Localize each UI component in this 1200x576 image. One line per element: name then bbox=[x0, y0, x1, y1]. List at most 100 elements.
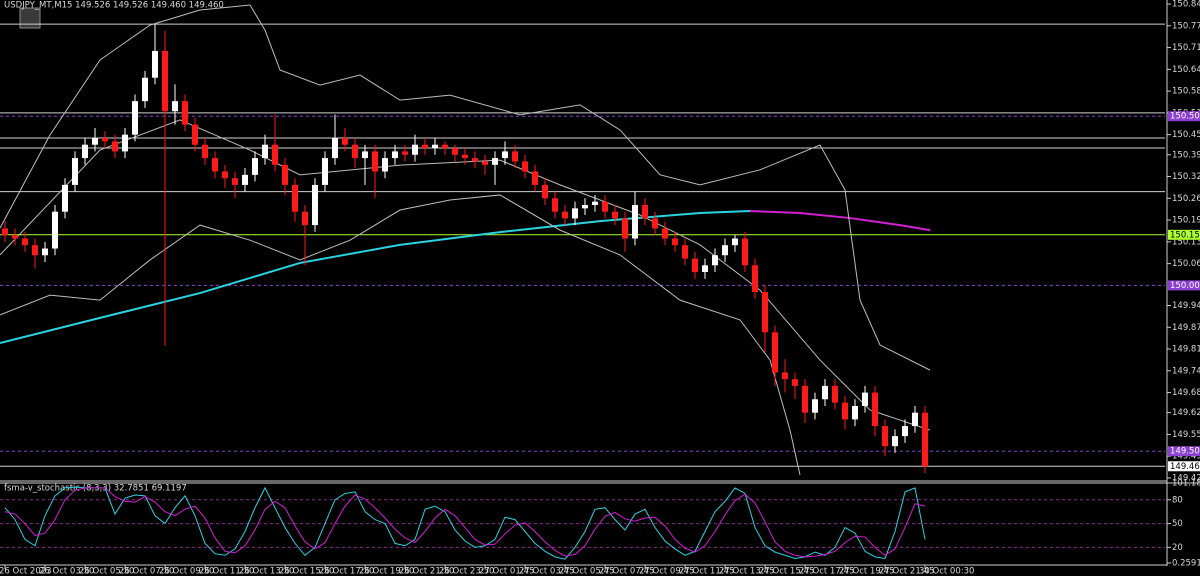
y-tick-label: 149.620 bbox=[1172, 408, 1200, 418]
indicator-title: fsma-v_stochastic (8,3,3) 32.7851 69.119… bbox=[4, 484, 187, 494]
y-tick-label: 20 bbox=[1172, 543, 1183, 553]
y-tick-label: 149.940 bbox=[1172, 301, 1200, 311]
y-tick-label: 149.425 bbox=[1172, 473, 1200, 483]
candle-body bbox=[252, 158, 258, 175]
candle-body bbox=[172, 101, 178, 112]
candle-body bbox=[132, 101, 138, 135]
candle-body bbox=[742, 238, 748, 266]
candle-body bbox=[712, 255, 718, 266]
y-tick-label: 50 bbox=[1172, 519, 1183, 529]
x-tick-label: 26 Oct 07:30 bbox=[119, 567, 174, 576]
candle-body bbox=[222, 171, 228, 179]
candle-body bbox=[162, 50, 168, 112]
candle-body bbox=[32, 245, 38, 256]
y-tick-label: 149.875 bbox=[1172, 323, 1200, 333]
candle-body bbox=[892, 436, 898, 447]
candle-body bbox=[242, 174, 248, 185]
candle-body bbox=[832, 385, 838, 403]
candle-body bbox=[482, 161, 488, 165]
candle-body bbox=[582, 204, 588, 209]
candle-body bbox=[472, 158, 478, 162]
candle-body bbox=[122, 134, 128, 152]
candle-body bbox=[52, 211, 58, 249]
y-tick-label: 101.1832 bbox=[1172, 479, 1200, 489]
y-tick-label: 149.680 bbox=[1172, 388, 1200, 398]
candle-body bbox=[262, 144, 268, 159]
y-tick-label: 150.325 bbox=[1172, 172, 1200, 182]
candle-body bbox=[432, 144, 438, 149]
x-tick-label: 26 Oct 11:30 bbox=[199, 567, 254, 576]
y-tick-label: 150.710 bbox=[1172, 43, 1200, 53]
candle-body bbox=[842, 402, 848, 420]
candle-body bbox=[292, 184, 298, 212]
y-tick-label: 150.840 bbox=[1172, 0, 1200, 10]
candle-body bbox=[592, 201, 598, 205]
candle-body bbox=[662, 228, 668, 239]
candle-body bbox=[602, 201, 608, 212]
x-tick-label: 27 Oct 11:45 bbox=[679, 567, 734, 576]
candle-body bbox=[332, 138, 338, 159]
x-tick-label: 27 Oct 15:45 bbox=[759, 567, 814, 576]
candle-body bbox=[42, 248, 48, 256]
y-tick-label: 150.450 bbox=[1172, 130, 1200, 140]
x-tick-label: 26 Oct 19:30 bbox=[359, 567, 414, 576]
x-tick-label: 26 Oct 13:30 bbox=[239, 567, 294, 576]
candle-body bbox=[92, 138, 98, 145]
candle-body bbox=[672, 238, 678, 246]
candle-body bbox=[382, 158, 388, 172]
oscillator-line bbox=[4, 486, 926, 560]
indicator-line bbox=[0, 4, 931, 371]
y-tick-label: 149.555 bbox=[1172, 430, 1200, 440]
candle-body bbox=[752, 265, 758, 293]
x-tick-label: 27 Oct 21:45 bbox=[879, 567, 934, 576]
y-tick-label: 150.580 bbox=[1172, 87, 1200, 97]
candle-body bbox=[902, 426, 908, 437]
candle-body bbox=[372, 151, 378, 172]
candle-body bbox=[512, 151, 518, 162]
candle-body bbox=[232, 178, 238, 185]
candle-body bbox=[702, 265, 708, 272]
candle-body bbox=[532, 171, 538, 185]
candle-body bbox=[812, 399, 818, 413]
candle-body bbox=[822, 385, 828, 400]
candle-body bbox=[522, 161, 528, 172]
candle-body bbox=[632, 204, 638, 239]
candle-body bbox=[642, 204, 648, 219]
x-tick-label: 26 Oct 23:30 bbox=[439, 567, 494, 576]
candle-body bbox=[912, 412, 918, 427]
x-tick-label: 30 Oct 00:30 bbox=[919, 567, 974, 576]
candle-body bbox=[502, 151, 508, 159]
x-tick-label: 27 Oct 01:45 bbox=[479, 567, 534, 576]
y-tick-label: 150.390 bbox=[1172, 150, 1200, 160]
candle-body bbox=[402, 151, 408, 155]
toolbar-icon[interactable] bbox=[19, 7, 41, 29]
x-tick-label: 27 Oct 19:45 bbox=[839, 567, 894, 576]
y-tick-label: 150.065 bbox=[1172, 259, 1200, 269]
x-tick-label: 27 Oct 05:45 bbox=[559, 567, 614, 576]
candle-body bbox=[882, 426, 888, 447]
candle-body bbox=[872, 392, 878, 427]
x-tick-label: 27 Oct 09:45 bbox=[639, 567, 694, 576]
candle-body bbox=[272, 144, 278, 165]
candle-body bbox=[622, 218, 628, 239]
price-level-tag bbox=[1168, 461, 1200, 472]
candle-body bbox=[732, 238, 738, 246]
x-tick-label: 27 Oct 03:45 bbox=[519, 567, 574, 576]
y-tick-label: 150.260 bbox=[1172, 194, 1200, 204]
y-tick-label: 150.130 bbox=[1172, 237, 1200, 247]
candle-body bbox=[922, 412, 928, 467]
candle-body bbox=[442, 144, 448, 149]
oscillator-line bbox=[4, 487, 926, 558]
candle-body bbox=[72, 158, 78, 185]
candle-body bbox=[152, 50, 158, 78]
candle-body bbox=[652, 218, 658, 229]
y-tick-label: 150.775 bbox=[1172, 21, 1200, 31]
candle-body bbox=[22, 238, 28, 246]
candle-body bbox=[412, 144, 418, 155]
x-tick-label: 26 Oct 17:30 bbox=[319, 567, 374, 576]
x-tick-label: 26 Oct 09:30 bbox=[159, 567, 214, 576]
indicator-line bbox=[0, 194, 801, 476]
x-tick-label: 26 Oct 21:30 bbox=[399, 567, 454, 576]
candle-body bbox=[762, 292, 768, 333]
